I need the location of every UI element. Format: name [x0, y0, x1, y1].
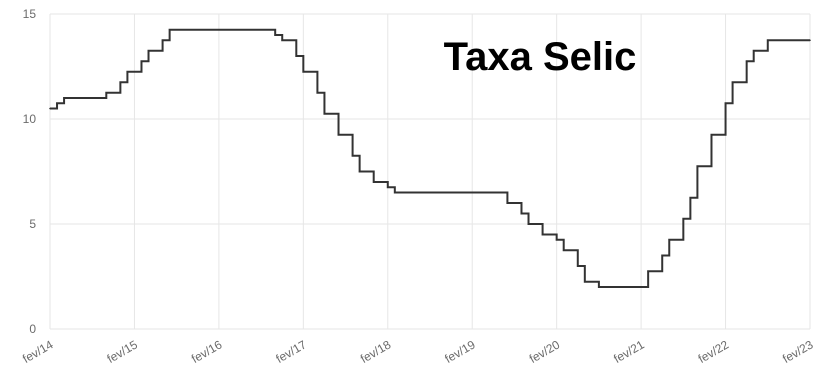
y-tick-labels: 0 5 10 15 [23, 7, 37, 336]
data-point [56, 102, 58, 105]
y-tick-label: 10 [23, 112, 37, 126]
data-point [105, 91, 108, 94]
chart-title: Taxa Selic [444, 35, 637, 79]
data-point [351, 154, 354, 157]
data-point [555, 238, 558, 241]
data-point [281, 39, 284, 42]
data-point [809, 39, 811, 42]
data-point [372, 181, 375, 183]
data-point [541, 233, 544, 236]
x-tick-label: fev/17 [274, 337, 310, 366]
data-point [696, 165, 699, 168]
grid-lines [49, 13, 811, 330]
data-point [506, 202, 509, 204]
series-line-selic [50, 28, 810, 288]
x-tick-label: fev/22 [696, 337, 732, 366]
data-point [49, 107, 51, 110]
data-point [394, 191, 396, 194]
x-tick-label: fev/21 [611, 337, 647, 366]
data-point [358, 170, 361, 173]
data-point [527, 223, 530, 225]
data-point [752, 49, 755, 52]
y-tick-label: 5 [29, 217, 36, 231]
data-point [668, 238, 671, 241]
x-tick-label: fev/16 [189, 337, 225, 366]
x-tick-labels: fev/14 fev/15 fev/16 fev/17 fev/18 fev/19 fev/… [20, 337, 816, 366]
data-point [562, 249, 565, 252]
y-tick-label: 15 [23, 7, 37, 21]
data-point [661, 254, 664, 257]
series-layer [49, 28, 811, 288]
data-point [689, 196, 692, 199]
data-point [323, 112, 326, 115]
data-point [682, 217, 685, 220]
data-point [337, 133, 340, 136]
x-tick-label: fev/15 [105, 337, 141, 366]
data-point [274, 34, 276, 36]
data-point [520, 212, 523, 215]
data-point [140, 60, 143, 63]
data-point [386, 186, 389, 189]
data-point [161, 39, 164, 42]
data-point [584, 280, 586, 283]
x-tick-label: fev/19 [442, 337, 478, 366]
data-point [126, 70, 129, 73]
data-point [119, 81, 122, 84]
data-point [302, 70, 305, 73]
data-point [766, 39, 769, 42]
data-point [295, 55, 298, 57]
data-point [745, 60, 748, 63]
data-point [647, 270, 649, 273]
data-point [710, 133, 713, 136]
x-tick-label: fev/14 [20, 337, 56, 366]
data-point [147, 49, 150, 52]
x-tick-label: fev/20 [527, 337, 563, 366]
x-tick-label: fev/18 [358, 337, 394, 366]
data-point [724, 102, 727, 105]
x-tick-label: fev/23 [780, 337, 816, 366]
data-point [576, 265, 579, 267]
data-point [63, 97, 65, 99]
data-point [168, 28, 171, 31]
data-point [731, 81, 734, 84]
data-point [598, 286, 600, 288]
y-tick-label: 0 [29, 322, 36, 336]
data-point [316, 91, 319, 94]
